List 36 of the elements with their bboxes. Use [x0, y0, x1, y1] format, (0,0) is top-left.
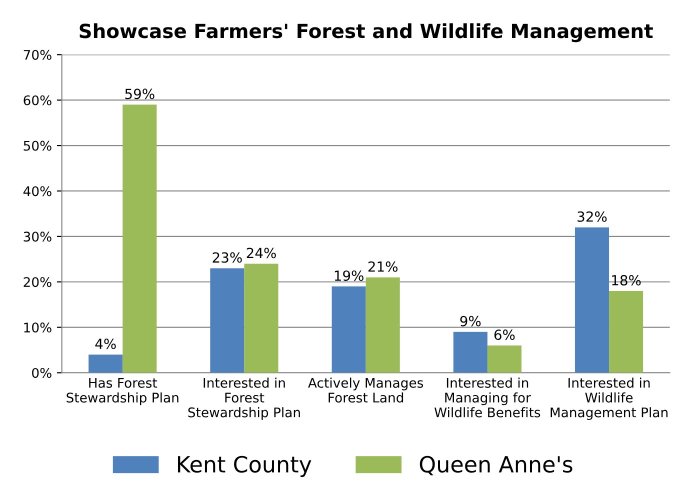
data-label: 6%	[494, 330, 515, 340]
chart-title: Showcase Farmers' Forest and Wildlife Management	[80, 23, 653, 42]
legend-label: Queen Anne's	[420, 456, 572, 476]
y-tick-label: 40%	[23, 186, 52, 196]
y-tick-label: 0%	[32, 368, 52, 378]
x-tick-label: Interested in Wildlife Management Plan	[550, 378, 668, 420]
bar	[366, 277, 400, 373]
data-label: 19%	[334, 270, 364, 281]
data-label: 18%	[612, 274, 641, 286]
data-label: 32%	[578, 211, 607, 222]
data-label: 24%	[246, 248, 276, 258]
x-tick-label: Interested in Forest Stewardship Plan	[188, 378, 300, 420]
legend-label: Kent County	[178, 456, 312, 477]
bar	[210, 268, 244, 373]
bar	[453, 332, 488, 373]
y-tick-label: 20%	[24, 277, 52, 288]
y-tick-label: 70%	[24, 50, 52, 60]
x-tick-label: Interested in Managing for Wildlife Benefits	[434, 378, 540, 418]
data-label: 4%	[95, 338, 116, 350]
bar	[88, 354, 123, 373]
y-tick-label: 60%	[24, 95, 52, 106]
data-label: 59%	[125, 88, 154, 100]
bar	[487, 345, 522, 373]
x-tick-label: Has Forest Stewardship Plan	[66, 378, 178, 406]
bar	[244, 264, 278, 373]
data-label: 9%	[460, 316, 481, 326]
data-label: 21%	[368, 261, 398, 272]
bar	[122, 104, 157, 373]
data-label: 23%	[212, 252, 242, 263]
bar	[332, 286, 366, 373]
x-tick-label: Actively Manages Forest Land	[308, 378, 424, 403]
y-tick-label: 30%	[24, 232, 52, 242]
bar	[574, 227, 610, 373]
y-tick-label: 10%	[24, 322, 52, 333]
bar	[609, 290, 644, 373]
y-tick-label: 50%	[24, 140, 52, 151]
